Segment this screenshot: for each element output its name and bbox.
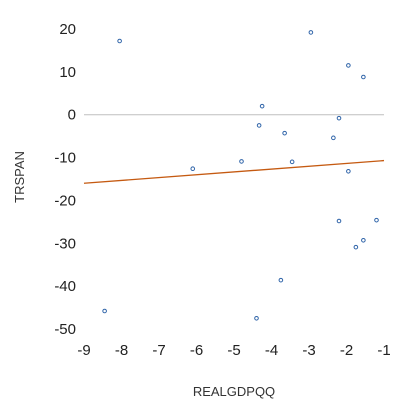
y-tick-label: 10	[59, 64, 76, 81]
x-tick-label: -8	[115, 342, 128, 359]
data-point	[190, 166, 196, 172]
y-tick-label: 0	[68, 107, 76, 124]
x-tick-label: -1	[377, 342, 390, 359]
data-point	[374, 217, 379, 223]
x-tick-label: -9	[77, 342, 90, 359]
data-point	[254, 315, 259, 321]
data-point	[289, 159, 295, 165]
trendline	[83, 159, 385, 184]
x-tick-label: -2	[340, 342, 353, 359]
x-axis-ticks: -9 -8 -7 -6 -5 -4 -3 -2 -1	[77, 342, 390, 359]
data-point	[102, 308, 107, 314]
x-tick-label: -4	[265, 342, 278, 359]
data-point	[336, 115, 342, 121]
data-point	[282, 130, 287, 136]
x-tick-label: -7	[152, 342, 165, 359]
data-point	[346, 168, 351, 174]
x-tick-label: -5	[227, 342, 240, 359]
y-tick-label: -20	[54, 192, 76, 209]
data-point	[361, 237, 366, 243]
data-point	[117, 38, 122, 44]
trendline-group	[83, 159, 385, 184]
data-point	[239, 159, 244, 164]
data-point	[256, 123, 262, 128]
data-point	[331, 135, 336, 141]
data-point	[353, 244, 359, 250]
y-tick-label: 20	[59, 21, 76, 38]
x-tick-label: -3	[302, 342, 315, 359]
data-point	[336, 218, 342, 224]
data-points	[102, 30, 379, 321]
x-tick-label: -6	[190, 342, 203, 359]
data-point	[278, 277, 284, 283]
data-point	[308, 30, 314, 35]
y-tick-label: -50	[54, 321, 76, 338]
y-axis-title: TRSPAN	[12, 151, 27, 203]
data-point	[361, 74, 366, 80]
data-point	[346, 63, 351, 68]
x-axis-title: REALGDPQQ	[193, 384, 275, 399]
y-axis-ticks: 20 10 0 -10 -20 -30 -40 -50	[54, 21, 76, 338]
data-point	[259, 103, 265, 109]
y-tick-label: -40	[54, 278, 76, 295]
y-tick-label: -10	[54, 150, 76, 167]
y-tick-label: -30	[54, 235, 76, 252]
